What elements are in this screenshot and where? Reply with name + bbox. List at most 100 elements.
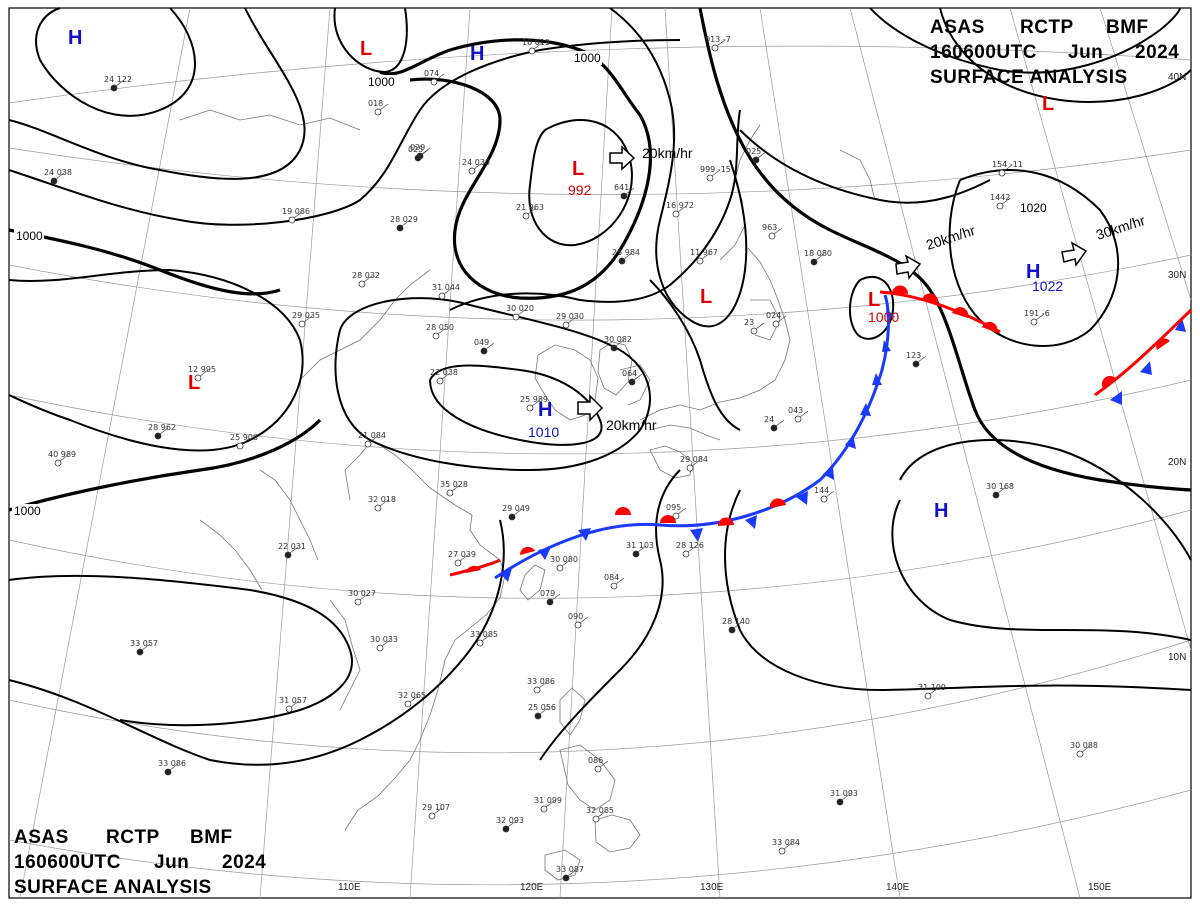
pressure-center-low: L bbox=[572, 158, 584, 180]
station-marker bbox=[562, 321, 570, 329]
station-marker bbox=[711, 44, 719, 52]
lat-label-10n: 10N bbox=[1168, 652, 1186, 663]
station-marker bbox=[996, 202, 1004, 210]
station-plot: 31 099 bbox=[534, 796, 562, 813]
station-plot: 18 080 bbox=[804, 249, 832, 266]
lat-label-40n: 40N bbox=[1168, 72, 1186, 83]
station-marker bbox=[533, 686, 541, 694]
pressure-center-low: L bbox=[188, 372, 200, 394]
wind-barb bbox=[701, 252, 711, 260]
isobar-label-background bbox=[14, 229, 44, 243]
station-values: 28 140 bbox=[722, 617, 750, 626]
station-values: 30 080 bbox=[550, 555, 578, 564]
isobar-value: 1000 bbox=[368, 75, 395, 89]
station-marker bbox=[508, 513, 516, 521]
station-plot: 079 bbox=[540, 589, 561, 606]
station-marker bbox=[288, 216, 296, 224]
header-line1-c: BMF bbox=[1106, 17, 1149, 38]
wind-barb bbox=[545, 800, 555, 808]
station-values: 27 039 bbox=[448, 550, 476, 559]
wind-barb bbox=[799, 410, 809, 418]
station-marker bbox=[284, 551, 292, 559]
header-line1-a: ASAS bbox=[930, 17, 985, 38]
footer-line2-a: 160600UTC bbox=[14, 852, 121, 873]
station-plot: 33 084 bbox=[772, 838, 800, 855]
station-plot: 28 050 bbox=[426, 323, 454, 340]
station-marker bbox=[810, 258, 818, 266]
wind-barb bbox=[419, 149, 429, 157]
station-values: 064 bbox=[622, 369, 637, 378]
station-values: 33 086 bbox=[527, 677, 555, 686]
station-values: 25 906 bbox=[230, 433, 258, 442]
station-values: 22 031 bbox=[278, 542, 306, 551]
station-marker bbox=[110, 84, 118, 92]
station-values: 12 995 bbox=[188, 365, 216, 374]
wind-barb bbox=[433, 807, 443, 815]
isobar-label-background bbox=[1018, 201, 1048, 215]
wind-barb bbox=[567, 869, 577, 877]
station-plot: 025 bbox=[746, 147, 767, 164]
wind-barb bbox=[507, 820, 517, 828]
station-marker bbox=[556, 564, 564, 572]
station-marker bbox=[672, 512, 680, 520]
station-marker bbox=[194, 374, 202, 382]
station-values: 074 bbox=[424, 69, 439, 78]
station-marker bbox=[1030, 318, 1038, 326]
footer-line3: SURFACE ANALYSIS bbox=[14, 877, 212, 898]
station-plot: 22 031 bbox=[278, 542, 306, 559]
station-plot: 23 bbox=[744, 318, 765, 335]
footer-line1-a: ASAS bbox=[14, 827, 69, 848]
isobar-value: 1000 bbox=[14, 504, 41, 518]
wind-barb bbox=[597, 810, 607, 818]
station-marker bbox=[358, 280, 366, 288]
station-plot: 32 065 bbox=[398, 691, 426, 708]
station-marker bbox=[628, 378, 636, 386]
wind-barb bbox=[531, 399, 541, 407]
station-marker bbox=[750, 327, 758, 335]
wind-barb bbox=[599, 760, 609, 768]
cold-front-barbs bbox=[500, 308, 1186, 582]
station-marker bbox=[522, 212, 530, 220]
station-values: 31 057 bbox=[279, 696, 307, 705]
footer-line1-c: BMF bbox=[190, 827, 233, 848]
station-marker bbox=[592, 815, 600, 823]
station-values: 30 168 bbox=[986, 482, 1014, 491]
wind-barb bbox=[517, 308, 527, 316]
station-marker bbox=[374, 504, 382, 512]
station-values: 24 030 bbox=[462, 158, 490, 167]
wind-barb bbox=[199, 369, 209, 377]
station-plot: 191 -6 bbox=[1024, 309, 1050, 326]
station-marker bbox=[768, 232, 776, 240]
isobar-label-background bbox=[572, 51, 602, 65]
station-marker bbox=[706, 174, 714, 182]
wind-barb bbox=[929, 687, 939, 695]
station-plot: 25 906 bbox=[230, 433, 258, 450]
wind-barb bbox=[579, 616, 589, 624]
wind-barb bbox=[293, 211, 303, 219]
station-plot: 32 018 bbox=[368, 495, 396, 512]
station-plot: 21 963 bbox=[516, 203, 544, 220]
header-bottom-left: ASAS RCTP BMF 160600UTC Jun 2024 SURFACE… bbox=[14, 827, 266, 898]
wind-barb bbox=[55, 172, 65, 180]
pressure-center-low: L bbox=[868, 289, 880, 311]
station-values: 32 085 bbox=[586, 806, 614, 815]
pressure-center-low: L bbox=[360, 38, 372, 60]
station-marker bbox=[772, 320, 780, 328]
station-values: 154 -11 bbox=[992, 160, 1023, 169]
warm-front-semicircles bbox=[466, 285, 1170, 573]
station-marker bbox=[728, 626, 736, 634]
station-plot: 013 -7 bbox=[705, 35, 731, 52]
station-values: 24 122 bbox=[104, 75, 132, 84]
station-marker bbox=[512, 313, 520, 321]
pressure-center-low: L bbox=[1042, 93, 1054, 115]
station-marker bbox=[164, 768, 172, 776]
wind-barb bbox=[997, 486, 1007, 494]
station-values: 33 057 bbox=[130, 639, 158, 648]
wind-barb bbox=[615, 339, 625, 347]
station-values: 32 018 bbox=[368, 495, 396, 504]
wind-barb bbox=[159, 427, 169, 435]
station-plot: 19 086 bbox=[282, 207, 310, 224]
isobar-value: 1000 bbox=[574, 51, 601, 65]
station-values: 33 084 bbox=[772, 838, 800, 847]
station-values: 090 bbox=[568, 612, 583, 621]
